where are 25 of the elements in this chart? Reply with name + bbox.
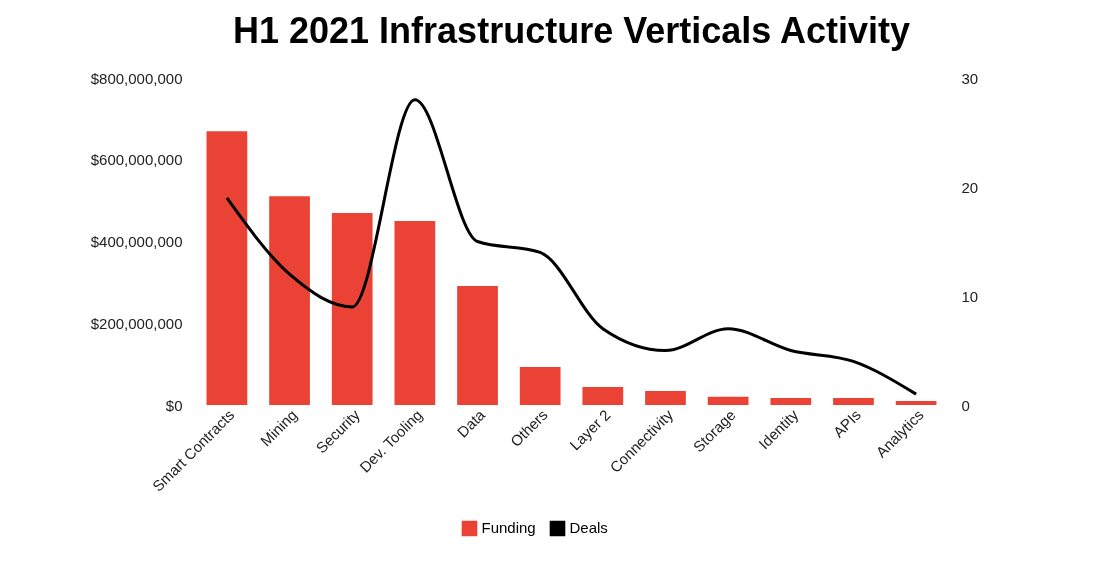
line-series [225, 98, 918, 396]
y-tick-label: $800,000,000 [90, 69, 183, 87]
bar [707, 396, 749, 405]
y2-tick-label: 0 [961, 396, 970, 414]
bar [895, 400, 937, 405]
y2-tick-label: 30 [961, 69, 979, 87]
y-tick-label: $200,000,000 [90, 314, 183, 332]
bar [269, 196, 310, 405]
bar [206, 131, 248, 405]
y-tick-label: $400,000,000 [90, 233, 183, 250]
y2-tick-label: 20 [961, 178, 979, 196]
legend-label: Funding [481, 519, 536, 537]
bar [519, 366, 561, 405]
bar [770, 398, 812, 405]
bar [394, 221, 436, 405]
y-tick-label: $0 [165, 396, 183, 414]
chart-title: H1 2021 Infrastructure Verticals Activity [233, 10, 910, 51]
y2-tick-label: 10 [961, 287, 979, 305]
legend-label: Deals [569, 519, 608, 537]
bar [645, 391, 686, 405]
bar [331, 212, 373, 405]
bar [833, 398, 874, 405]
y-tick-label: $600,000,000 [90, 151, 183, 169]
bar [457, 286, 498, 405]
bar [582, 387, 624, 405]
